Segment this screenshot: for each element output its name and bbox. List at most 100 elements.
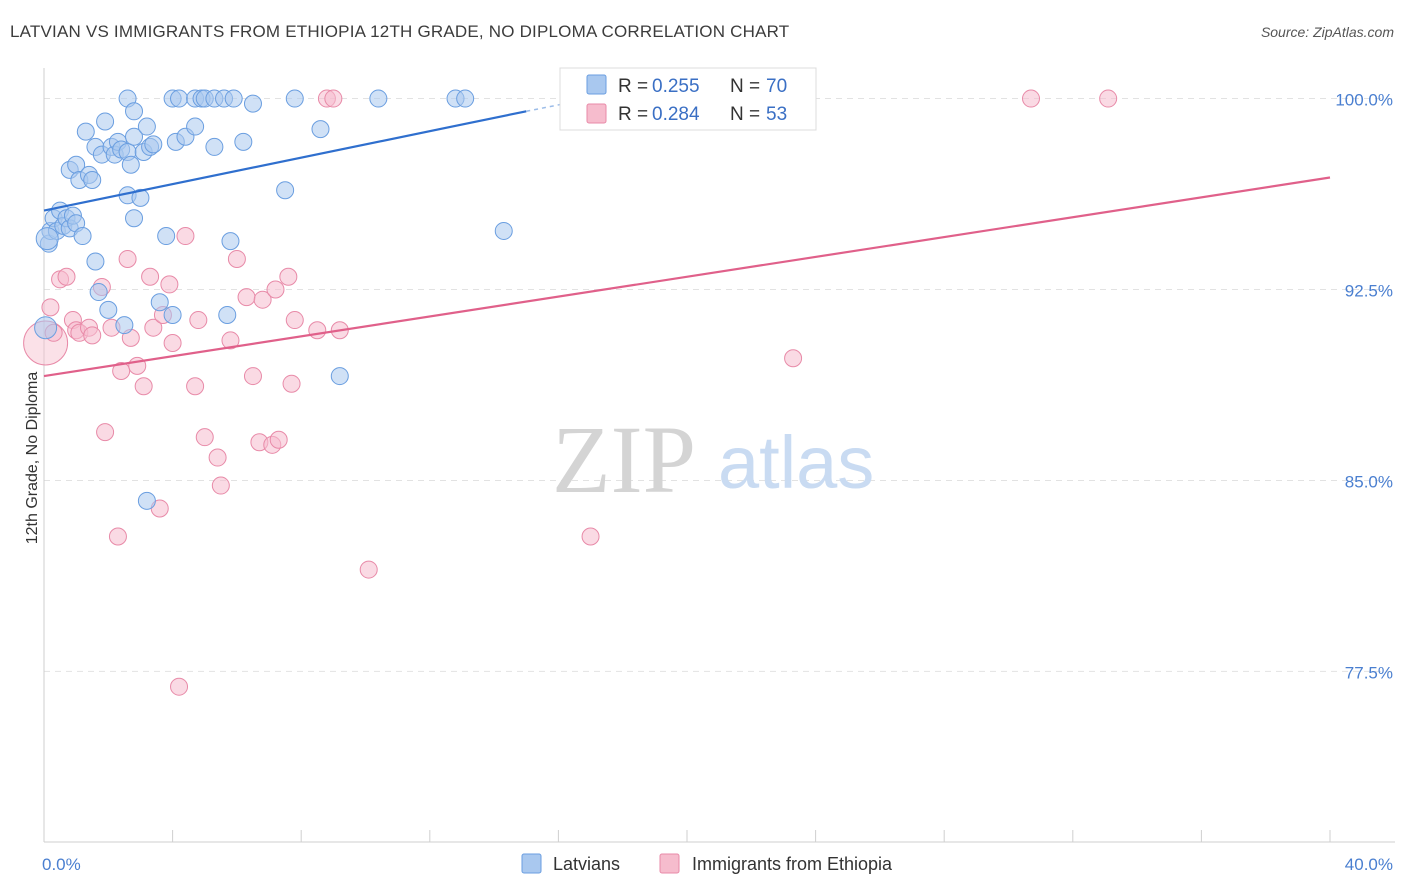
latvian-point: [157, 227, 176, 246]
ethiopia-point: [581, 527, 600, 546]
ethiopia-point: [285, 311, 304, 330]
ethiopia-point: [784, 349, 803, 368]
latvian-point: [131, 188, 150, 207]
latvian-point: [276, 181, 295, 200]
watermark-atlas: atlas: [718, 421, 874, 504]
ethiopia-point: [1022, 89, 1041, 108]
ethiopia-point: [189, 311, 208, 330]
ethiopia-point: [221, 331, 240, 350]
ethiopia-point: [96, 423, 115, 442]
ethiopia-point: [83, 326, 102, 345]
ethiopia-point: [163, 333, 182, 352]
ethiopia-point: [243, 367, 262, 386]
ethiopia-point: [324, 89, 343, 108]
series-latvians: [34, 89, 513, 510]
latvian-point: [456, 89, 475, 108]
legend-n-value-2: 53: [766, 104, 787, 125]
y-tick-label-2: 85.0%: [1345, 472, 1393, 491]
latvian-point: [170, 89, 189, 108]
ethiopia-point: [253, 290, 272, 309]
latvian-point: [243, 94, 262, 113]
trend-lines: [43, 102, 1331, 378]
latvian-point: [115, 316, 134, 335]
latvian-point: [125, 127, 144, 146]
ethiopia-point: [186, 377, 205, 396]
tick-labels: 100.0% 92.5% 85.0% 77.5% 0.0% 40.0%: [42, 91, 1393, 874]
ethiopia-point: [108, 527, 127, 546]
ethiopia-point: [118, 249, 137, 268]
latvian-point: [73, 227, 92, 246]
latvian-point: [369, 89, 388, 108]
ethiopia-point: [41, 298, 60, 317]
ethiopia-point: [359, 560, 378, 579]
latvian-point: [330, 367, 349, 386]
legend-r-value-1: 0.255: [652, 76, 700, 97]
latvian-point: [144, 135, 163, 154]
watermark: ZIP atlas: [552, 406, 874, 513]
ethiopia-point: [266, 280, 285, 299]
latvian-point: [218, 305, 237, 324]
chart-title: LATVIAN VS IMMIGRANTS FROM ETHIOPIA 12TH…: [10, 22, 790, 41]
ethiopia-point: [170, 677, 189, 696]
ethiopia-point: [57, 267, 76, 286]
trend-line-latvians: [43, 110, 527, 212]
latvian-point: [494, 221, 513, 240]
bottom-legend-ethiopia: Immigrants from Ethiopia: [692, 854, 893, 874]
latvian-point: [311, 120, 330, 139]
bottom-legend-swatch-ethiopia: [659, 853, 680, 874]
y-tick-label-1: 92.5%: [1345, 282, 1393, 301]
x-tick-label-0: 0.0%: [42, 855, 81, 874]
ethiopia-point: [237, 288, 256, 307]
ethiopia-point: [211, 476, 230, 495]
latvian-point: [205, 137, 224, 156]
source-label: Source: ZipAtlas.com: [1260, 24, 1394, 40]
grid-layer: [44, 98, 1395, 672]
latvian-point: [86, 252, 105, 271]
trend-line-latvians-extension: [526, 102, 565, 113]
legend-r-value-2: 0.284: [652, 104, 700, 125]
bottom-legend-latvians: Latvians: [553, 854, 620, 874]
legend-swatch-ethiopia: [586, 103, 607, 124]
ethiopia-point: [160, 275, 179, 294]
latvian-point: [186, 117, 205, 136]
latvian-point: [137, 491, 156, 510]
bottom-legend: Latvians Immigrants from Ethiopia: [521, 853, 893, 874]
y-tick-label-0: 100.0%: [1335, 91, 1393, 110]
x-tick-label-1: 40.0%: [1345, 855, 1393, 874]
legend-n-label-2: N =: [730, 104, 760, 125]
legend-r-label-2: R =: [618, 104, 648, 125]
ethiopia-point: [144, 318, 163, 337]
ethiopia-point: [1099, 89, 1118, 108]
ethiopia-point: [141, 267, 160, 286]
ethiopia-point: [176, 227, 195, 246]
latvian-point: [121, 155, 140, 174]
latvian-point: [34, 316, 58, 340]
ethiopia-point: [269, 430, 288, 449]
watermark-zip: ZIP: [552, 406, 696, 513]
legend-r-label-1: R =: [618, 76, 648, 97]
latvian-point: [125, 209, 144, 228]
latvian-point: [163, 305, 182, 324]
trend-line-ethiopia: [43, 176, 1331, 378]
ethiopia-point: [227, 249, 246, 268]
latvian-point: [150, 293, 169, 312]
latvian-point: [76, 122, 95, 141]
latvian-point: [137, 117, 156, 136]
ethiopia-point: [282, 374, 301, 393]
ethiopia-point: [308, 321, 327, 340]
ethiopia-point: [195, 428, 214, 447]
stats-legend: R = 0.255 N = 70 R = 0.284 N = 53: [559, 67, 817, 131]
legend-n-value-1: 70: [766, 76, 787, 97]
y-tick-label-3: 77.5%: [1345, 663, 1393, 682]
legend-n-label-1: N =: [730, 76, 760, 97]
ethiopia-point: [112, 361, 131, 380]
ethiopia-point: [134, 377, 153, 396]
y-axis-title: 12th Grade, No Diploma: [24, 372, 41, 545]
latvian-point: [221, 232, 240, 251]
latvian-point: [83, 171, 102, 190]
ethiopia-point: [208, 448, 227, 467]
bottom-legend-swatch-latvians: [521, 853, 542, 874]
latvian-point: [35, 227, 59, 251]
latvian-point: [224, 89, 243, 108]
